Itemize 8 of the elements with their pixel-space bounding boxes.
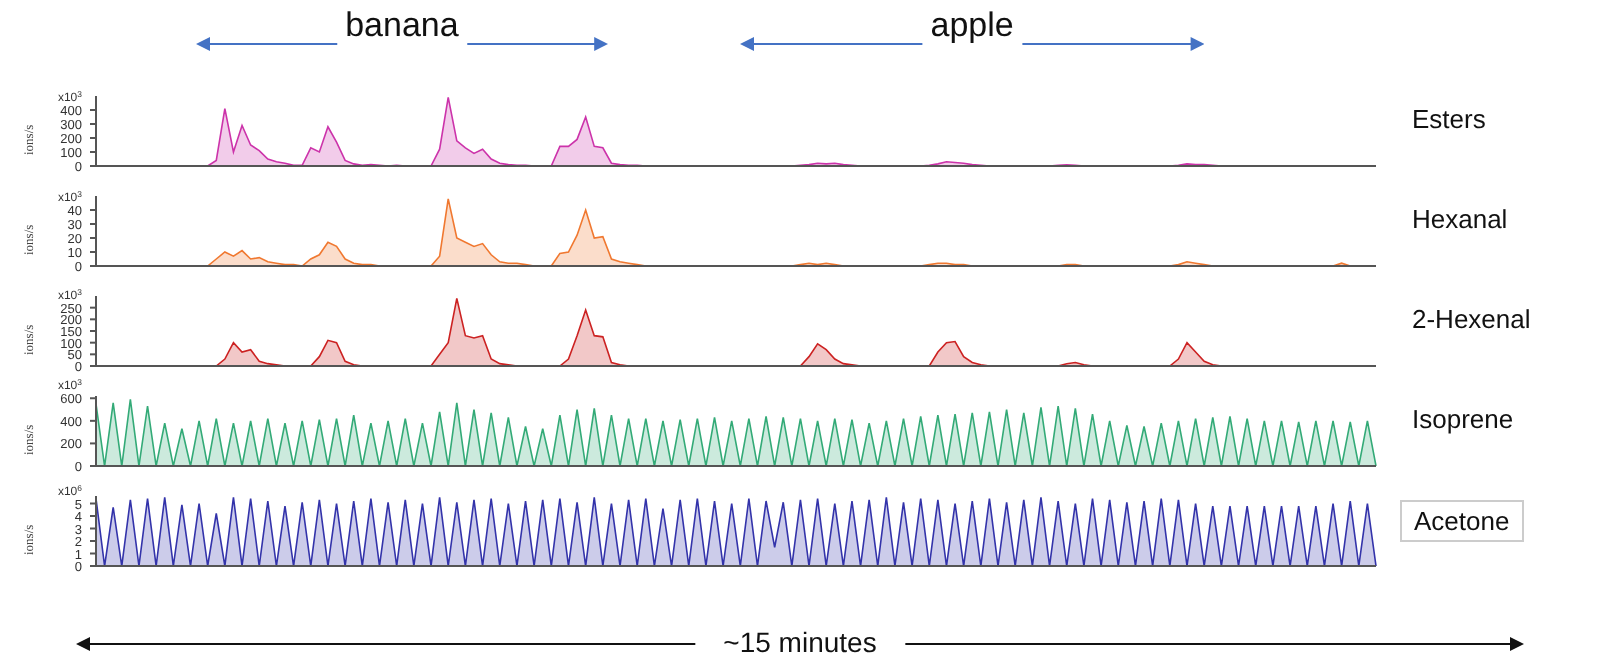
series-label: Isoprene (1400, 400, 1526, 438)
text: apple (922, 6, 1022, 46)
series-label: Acetone (1400, 500, 1524, 542)
text: ~15 minutes (695, 626, 905, 658)
series-label: Hexanal (1400, 200, 1520, 238)
text: banana (337, 6, 467, 46)
series-label: Esters (1400, 100, 1498, 138)
series-label: 2-Hexenal (1400, 300, 1543, 338)
